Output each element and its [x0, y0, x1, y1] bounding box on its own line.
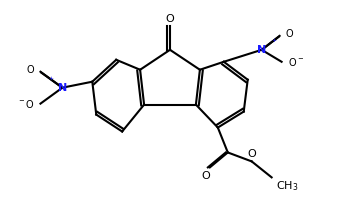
Text: O: O: [247, 149, 256, 159]
Text: $^+$: $^+$: [47, 75, 55, 84]
Text: O: O: [285, 29, 293, 39]
Text: N: N: [257, 45, 266, 55]
Text: $^+$: $^+$: [270, 37, 277, 46]
Text: O$^-$: O$^-$: [287, 56, 304, 68]
Text: O: O: [27, 65, 35, 75]
Text: O: O: [201, 171, 210, 181]
Text: CH$_3$: CH$_3$: [276, 179, 298, 193]
Text: $^-$O: $^-$O: [17, 98, 35, 110]
Text: O: O: [166, 14, 174, 24]
Text: N: N: [58, 83, 67, 93]
